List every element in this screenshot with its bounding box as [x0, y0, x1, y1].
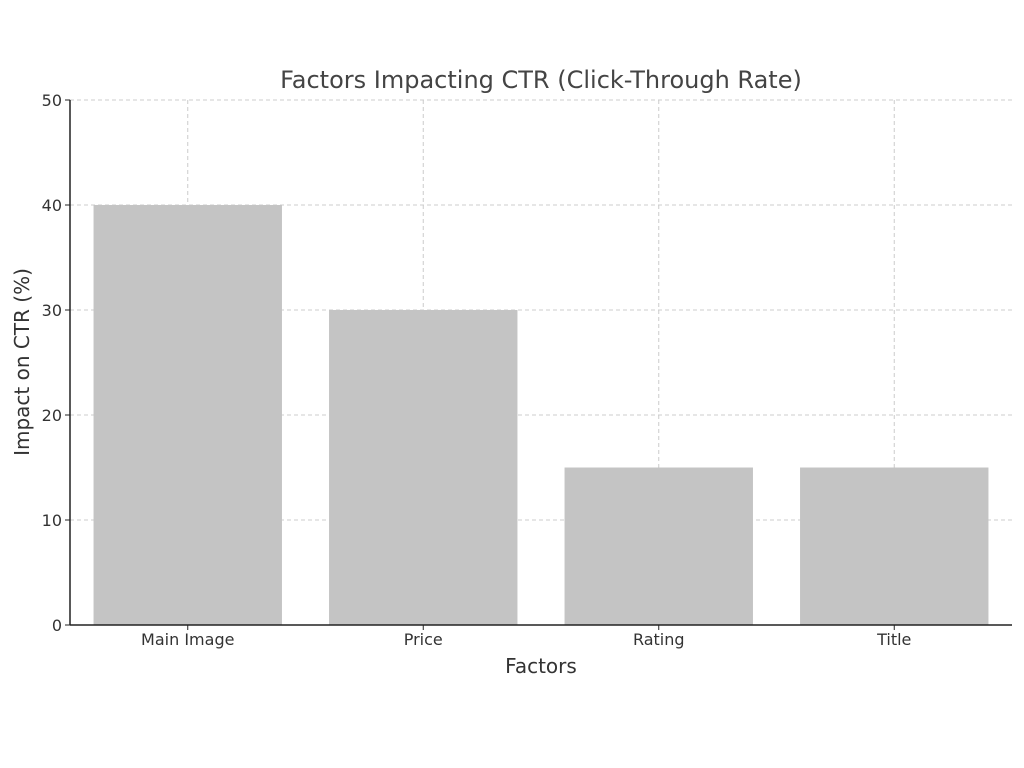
y-ticks: 0 10 20 30 40 50: [42, 91, 70, 635]
y-tick-label: 30: [42, 301, 62, 320]
chart-title: Factors Impacting CTR (Click-Through Rat…: [280, 66, 802, 94]
y-tick-label: 40: [42, 196, 62, 215]
y-tick-label: 0: [52, 616, 62, 635]
x-tick-label: Price: [404, 630, 443, 649]
y-axis-label: Impact on CTR (%): [10, 268, 34, 456]
bar-title: [800, 467, 989, 625]
x-tick-label: Main Image: [141, 630, 234, 649]
bar-main-image: [93, 205, 282, 625]
y-tick-label: 50: [42, 91, 62, 110]
x-axis-label: Factors: [505, 654, 577, 678]
x-tick-label: Rating: [633, 630, 685, 649]
bar-price: [329, 310, 518, 625]
x-ticks: Main Image Price Rating Title: [141, 625, 911, 649]
y-tick-label: 20: [42, 406, 62, 425]
x-tick-label: Title: [876, 630, 911, 649]
bar-rating: [564, 467, 753, 625]
y-tick-label: 10: [42, 511, 62, 530]
axes: [69, 100, 1012, 626]
bars: [93, 205, 989, 625]
